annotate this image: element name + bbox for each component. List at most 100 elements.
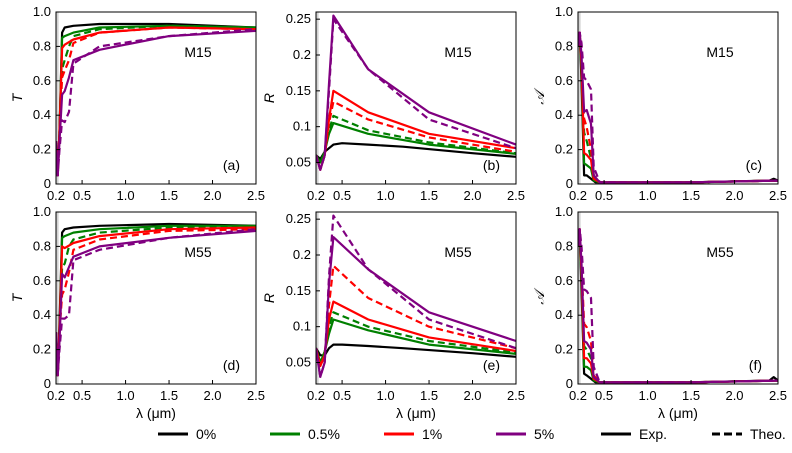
y-axis-label: 𝒜	[531, 288, 547, 305]
axes-frame	[55, 211, 257, 385]
y-tick-label: 0.6	[33, 273, 51, 288]
x-tick-label: 2.5	[507, 188, 525, 203]
y-tick-label: 1.0	[33, 204, 51, 219]
series-line: 0.5% Theo.	[316, 311, 516, 364]
shaded-region	[578, 12, 581, 184]
series-line: 5% Theo.	[316, 214, 516, 378]
y-tick-label: 1.0	[555, 204, 573, 219]
legend-entry: 1%	[384, 426, 442, 442]
series-line: 5% Exp.	[56, 229, 256, 377]
x-tick-label: 0.2	[47, 188, 65, 203]
panel-tag: (f)	[749, 357, 762, 373]
x-tick-label: 2.5	[247, 388, 265, 403]
series-line: 5% Theo.	[578, 31, 778, 184]
series-line: 1% Theo.	[316, 264, 516, 368]
series-group: 0% Exp.0.5% Exp.0.5% Theo.1% Exp.1% Theo…	[316, 214, 516, 378]
x-tick-label: 2.5	[769, 188, 787, 203]
legend-entry: Exp.	[601, 426, 667, 442]
series-line: 5% Theo.	[578, 228, 778, 384]
y-tick-label: 0.25	[286, 11, 311, 26]
sample-label: M55	[706, 244, 733, 260]
y-tick-label: 0.6	[555, 273, 573, 288]
y-tick-label: 0	[44, 176, 51, 191]
legend-entry: 0.5%	[270, 426, 340, 442]
series-group: 0% Exp.0.5% Exp.0.5% Theo.1% Exp.1% Theo…	[316, 14, 516, 171]
x-tick-label: 1.5	[682, 388, 700, 403]
x-tick-label: 1.5	[420, 388, 438, 403]
legend-entry: 5%	[496, 426, 554, 442]
shaded-region	[578, 212, 581, 384]
y-tick-label: 1.0	[555, 4, 573, 19]
series-line: 0% Exp.	[56, 222, 256, 377]
series-line: 0.5% Exp.	[56, 224, 256, 377]
x-tick-label: 2.0	[725, 388, 743, 403]
legend-label: Theo.	[750, 426, 786, 442]
x-tick-label: 0.2	[47, 388, 65, 403]
y-tick-label: 0	[566, 176, 573, 191]
panel-f: 0% Exp.0.5% Exp.0.5% Theo.1% Exp.1% Theo…	[531, 204, 787, 421]
panel-b: 0% Exp.0.5% Exp.0.5% Theo.1% Exp.1% Theo…	[261, 11, 525, 203]
x-tick-label: 2.0	[203, 188, 221, 203]
y-tick-label: 0	[566, 376, 573, 391]
x-axis-label: λ (μm)	[396, 405, 436, 421]
series-line: 0.5% Exp.	[56, 24, 256, 177]
series-line: 0.5% Theo.	[56, 24, 256, 177]
y-tick-label: 0.6	[33, 73, 51, 88]
y-tick-label: 0.25	[286, 211, 311, 226]
y-tick-label: 0.2	[293, 47, 311, 62]
series-line: 0% Exp.	[56, 22, 256, 177]
series-line: 1% Exp.	[316, 300, 516, 368]
series-line: 5% Theo.	[316, 18, 516, 171]
y-tick-label: 0.4	[555, 307, 573, 322]
y-tick-label: 1.0	[33, 4, 51, 19]
y-tick-label: 0.05	[286, 155, 311, 170]
series-line: 5% Exp.	[56, 29, 256, 177]
y-tick-label: 0.4	[33, 107, 51, 122]
x-tick-label: 0.5	[595, 388, 613, 403]
y-axis-label: R	[261, 293, 277, 303]
shaded-region	[316, 12, 319, 184]
y-tick-label: 0.8	[33, 38, 51, 53]
y-tick-label: 0.8	[33, 238, 51, 253]
x-tick-label: 2.5	[769, 388, 787, 403]
x-axis-label: λ (μm)	[658, 405, 698, 421]
shaded-region	[56, 12, 59, 184]
panel-e: 0% Exp.0.5% Exp.0.5% Theo.1% Exp.1% Theo…	[261, 211, 525, 421]
panel-c: 0% Exp.0.5% Exp.0.5% Theo.1% Exp.1% Theo…	[531, 4, 787, 203]
y-axis-label: 𝒜	[531, 88, 547, 105]
y-tick-label: 0.05	[286, 355, 311, 370]
x-tick-label: 2.0	[463, 388, 481, 403]
x-tick-label: 0.5	[333, 388, 351, 403]
x-tick-label: 1.5	[682, 188, 700, 203]
panel-d: 0% Exp.0.5% Exp.0.5% Theo.1% Exp.1% Theo…	[9, 204, 265, 421]
legend-label: 0.5%	[308, 426, 340, 442]
x-tick-label: 0.5	[73, 388, 91, 403]
y-tick-label: 0.2	[33, 142, 51, 157]
sample-label: M55	[184, 244, 211, 260]
x-tick-label: 1.0	[117, 388, 135, 403]
y-tick-label: 0.2	[293, 247, 311, 262]
series-group: 0% Exp.0.5% Exp.0.5% Theo.1% Exp.1% Theo…	[56, 222, 256, 377]
panels: 0% Exp.0.5% Exp.0.5% Theo.1% Exp.1% Theo…	[9, 4, 787, 421]
sample-label: M15	[444, 44, 471, 60]
y-tick-label: 0.6	[555, 73, 573, 88]
axes-frame	[315, 211, 517, 385]
y-tick-label: 0.4	[555, 107, 573, 122]
series-line: 1% Exp.	[56, 26, 256, 177]
y-tick-label: 0	[44, 376, 51, 391]
y-tick-label: 0.1	[293, 119, 311, 134]
series-line: 1% Exp.	[56, 226, 256, 377]
x-tick-label: 2.0	[725, 188, 743, 203]
series-line: 0.5% Exp.	[316, 121, 516, 164]
legend: 0% 0.5% 1% 5% Exp. Theo.	[158, 426, 786, 442]
x-axis-label: λ (μm)	[136, 405, 176, 421]
legend-label: 5%	[534, 426, 554, 442]
y-axis-label: T	[9, 92, 25, 102]
x-tick-label: 2.5	[507, 388, 525, 403]
sample-label: M15	[706, 44, 733, 60]
x-tick-label: 1.0	[377, 188, 395, 203]
series-line: 1% Theo.	[56, 228, 256, 377]
series-line: 0.5% Theo.	[56, 226, 256, 377]
y-tick-label: 0.2	[555, 142, 573, 157]
y-tick-label: 0.2	[555, 342, 573, 357]
